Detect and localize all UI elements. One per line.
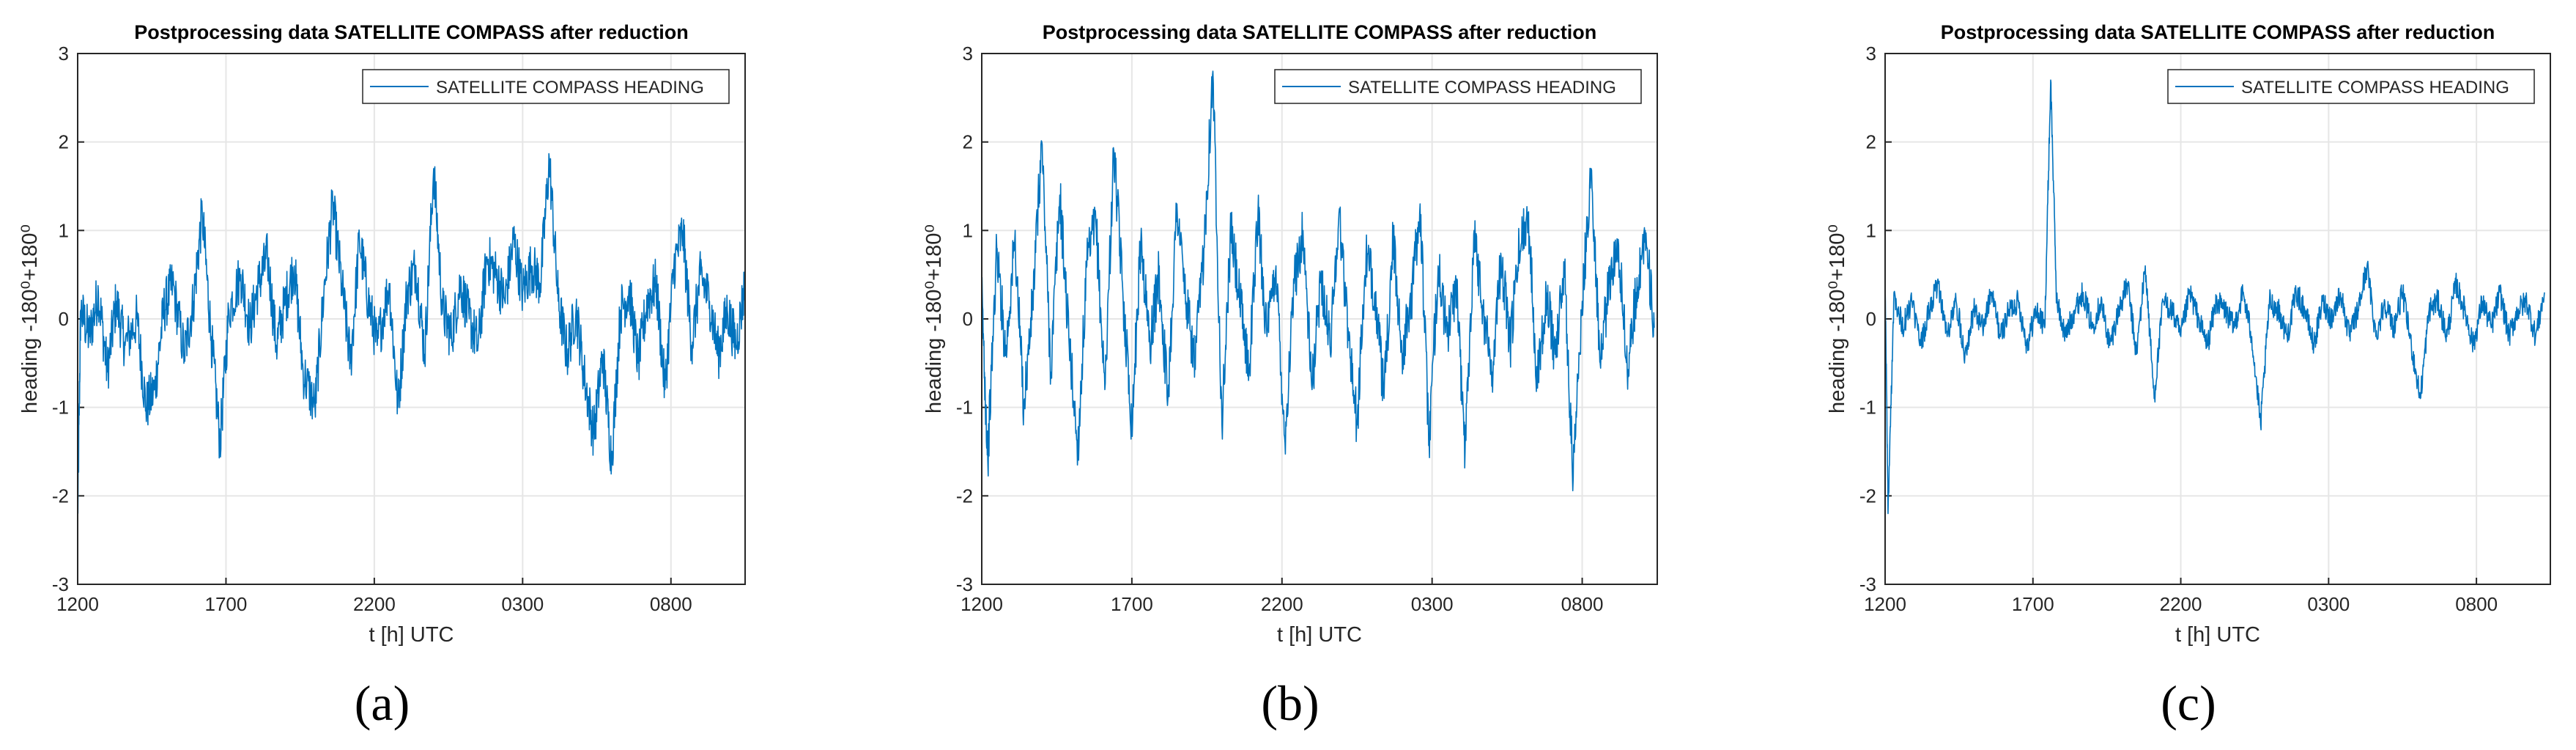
legend-label: SATELLITE COMPASS HEADING (1348, 78, 1616, 98)
x-tick-label: 0800 (2455, 593, 2498, 615)
x-tick-label: 1200 (56, 593, 99, 615)
y-tick-label: 2 (59, 131, 69, 153)
y-tick-label: 1 (59, 219, 69, 241)
y-axis-label: heading -180⁰+180⁰ (1826, 224, 1849, 413)
y-tick-label: 3 (963, 43, 973, 65)
y-tick-label: -2 (956, 485, 973, 507)
x-tick-label: 0800 (1561, 593, 1604, 615)
x-tick-label: 2200 (2160, 593, 2202, 615)
x-tick-label: 1700 (1111, 593, 1153, 615)
x-axis-label: t [h] UTC (2175, 623, 2260, 647)
y-tick-label: 1 (963, 219, 973, 241)
x-tick-label: 0800 (650, 593, 692, 615)
chart-title: Postprocessing data SATELLITE COMPASS af… (1043, 21, 1597, 43)
panel-label: (c) (2161, 675, 2216, 731)
y-tick-label: 0 (1866, 308, 1876, 330)
chart-title: Postprocessing data SATELLITE COMPASS af… (1941, 21, 2495, 43)
x-tick-label: 1700 (205, 593, 248, 615)
y-axis-label: heading -180⁰+180⁰ (18, 224, 42, 413)
y-tick-label: 3 (59, 43, 69, 65)
chart-panel-a: -3 -2 -1 0 1 2 3 1200 1700 2200 0300 0800 Postproces… (18, 21, 746, 731)
y-tick-label: -2 (1859, 485, 1876, 507)
y-tick-label: -2 (52, 485, 69, 507)
y-tick-label: -3 (1859, 573, 1876, 595)
x-axis-label: t [h] UTC (369, 623, 454, 647)
y-tick-label: -1 (1859, 397, 1876, 419)
y-axis-label: heading -180⁰+180⁰ (922, 224, 946, 413)
series-line-heading (77, 152, 746, 523)
x-tick-label: 1200 (961, 593, 1003, 615)
y-tick-label: 0 (59, 308, 69, 330)
series-line-heading (981, 70, 1655, 492)
x-tick-label: 2200 (1261, 593, 1303, 615)
x-axis-label: t [h] UTC (1277, 623, 1362, 647)
legend-label: SATELLITE COMPASS HEADING (436, 78, 704, 98)
x-tick-label: 1700 (2012, 593, 2054, 615)
x-tick-label: 0300 (1411, 593, 1454, 615)
y-tick-label: 2 (963, 131, 973, 153)
y-tick-label: -3 (52, 573, 69, 595)
legend-label: SATELLITE COMPASS HEADING (2241, 78, 2509, 98)
chart-panel-b: -3 -2 -1 0 1 2 3 1200 1700 2200 0300 0800 Postproces… (922, 21, 1658, 731)
y-tick-label: 1 (1866, 219, 1876, 241)
x-tick-label: 2200 (353, 593, 396, 615)
y-tick-label: -1 (956, 397, 973, 419)
panel-label: (b) (1261, 675, 1319, 731)
y-tick-label: -1 (52, 397, 69, 419)
axes-box (981, 53, 1658, 585)
panel-label: (a) (355, 675, 410, 731)
x-tick-label: 0300 (501, 593, 544, 615)
axes-box (77, 53, 746, 585)
x-tick-label: 0300 (2307, 593, 2350, 615)
x-tick-label: 1200 (1864, 593, 1906, 615)
series-line-heading (1884, 79, 2545, 515)
y-tick-label: 2 (1866, 131, 1876, 153)
chart-panel-c: -3 -2 -1 0 1 2 3 1200 1700 2200 0300 0800 Postproces… (1826, 21, 2551, 731)
y-tick-label: 3 (1866, 43, 1876, 65)
y-tick-label: -3 (956, 573, 973, 595)
axes-box (1884, 53, 2551, 585)
y-tick-label: 0 (963, 308, 973, 330)
chart-title: Postprocessing data SATELLITE COMPASS af… (134, 21, 689, 43)
